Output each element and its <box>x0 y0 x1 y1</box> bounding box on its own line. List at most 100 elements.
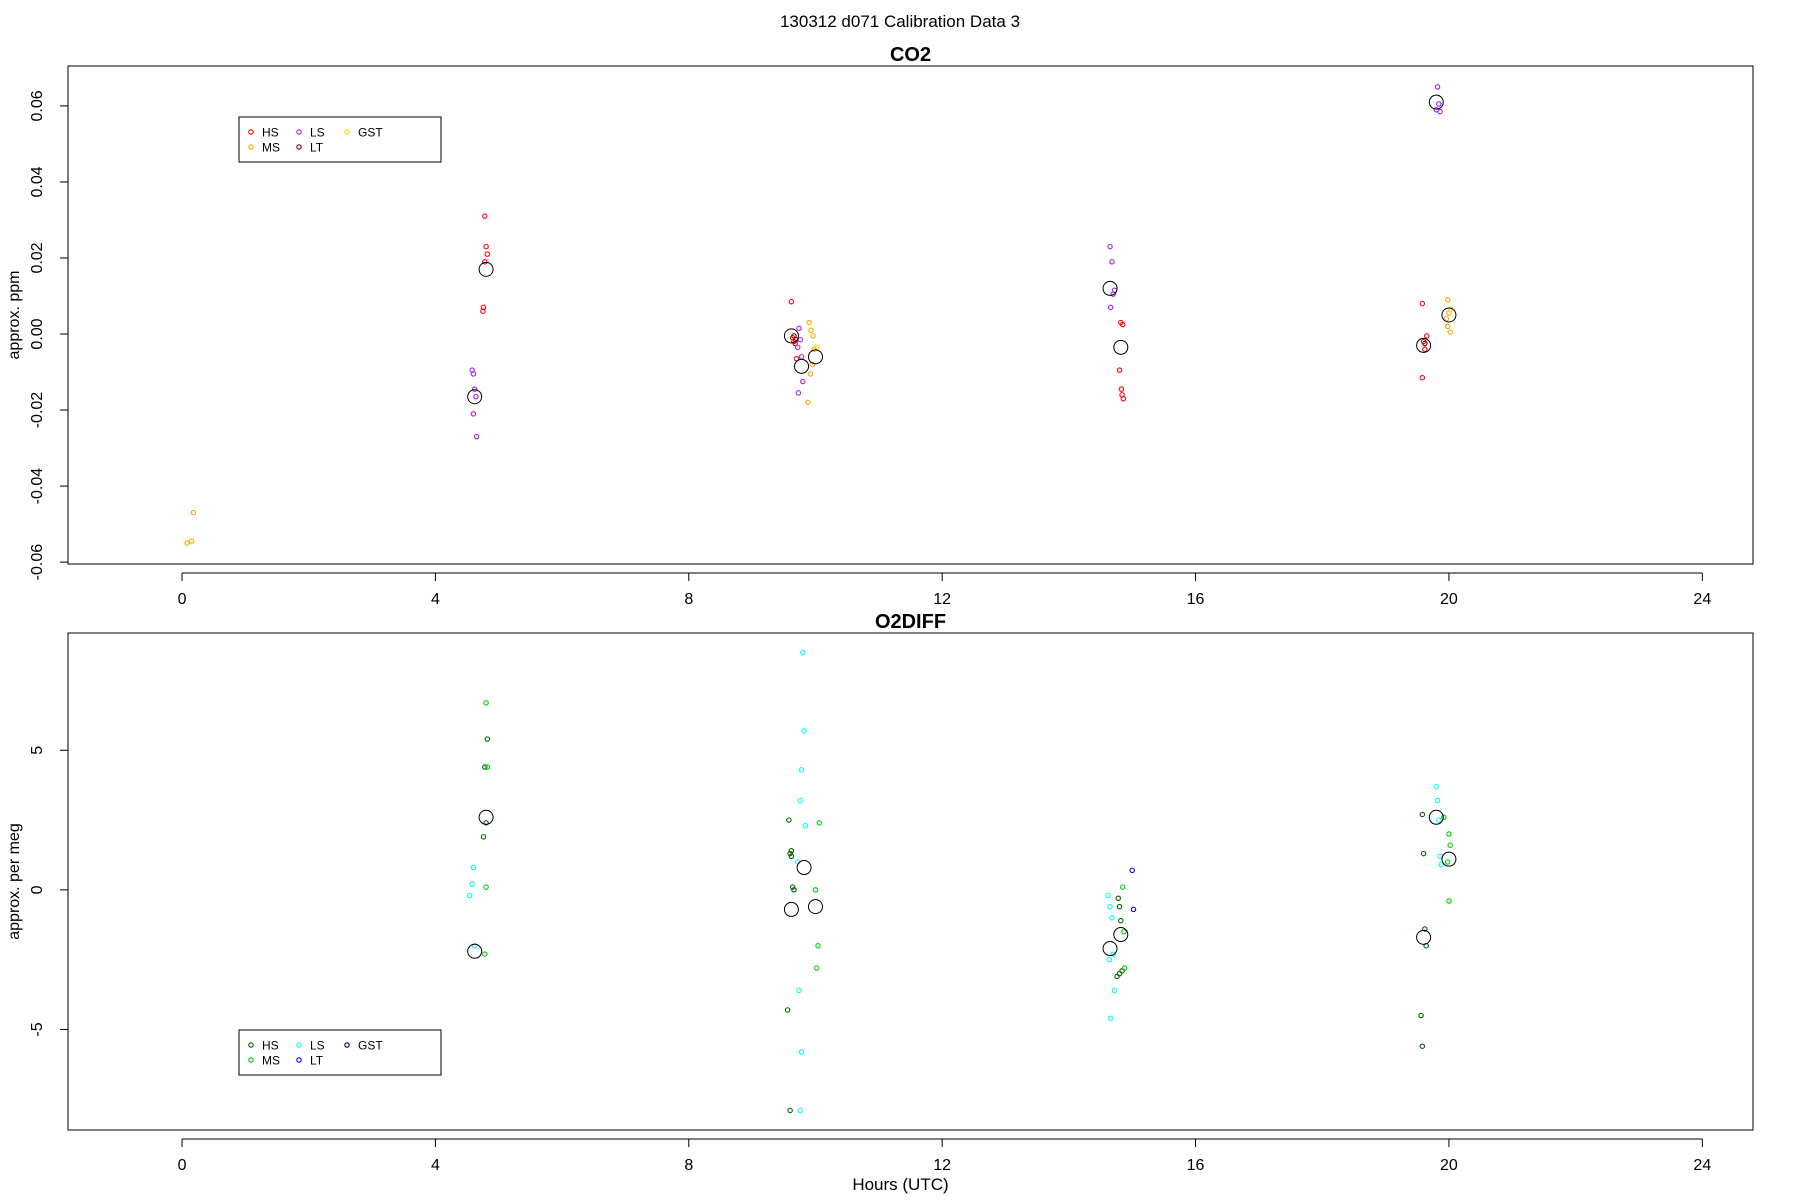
co2-point-hs <box>1118 386 1125 392</box>
co2-point-ms <box>808 327 814 333</box>
co2-series-ls <box>469 84 1443 440</box>
o2diff-series-mean <box>467 809 1457 959</box>
o2diff-point-ms <box>812 887 819 893</box>
o2diff-y-tick-label: 0 <box>29 885 46 894</box>
co2-y-axis-label: approx. ppm <box>6 271 23 360</box>
o2diff-legend-marker <box>248 1042 254 1048</box>
o2diff-y-axis: -5 0 5 approx. per meg <box>6 746 69 1037</box>
o2diff-mean-marker <box>1416 929 1432 945</box>
co2-point-hs <box>482 259 488 265</box>
co2-point-ls <box>797 336 804 343</box>
co2-legend-marker <box>296 129 302 135</box>
o2diff-point-ls <box>796 987 802 994</box>
o2diff-point-hs <box>1118 917 1124 924</box>
co2-point-hs <box>484 251 491 257</box>
o2diff-x-tick-label: 12 <box>933 1157 951 1174</box>
o2diff-x-tick-label: 8 <box>684 1157 693 1174</box>
co2-y-axis: -0.06 -0.04 -0.02 0.00 0.02 0.04 0.06 approx. p… <box>6 90 69 581</box>
co2-point-ls <box>473 393 479 400</box>
co2-series-ms <box>184 297 1453 546</box>
o2diff-point-ms <box>484 764 491 770</box>
co2-legend-box <box>238 116 442 163</box>
o2diff-point-hs <box>787 1107 793 1114</box>
o2diff-point-ls <box>801 727 807 734</box>
o2diff-point-hs <box>788 848 795 854</box>
o2diff-point-lt <box>1130 906 1137 913</box>
co2-point-ls <box>798 354 805 360</box>
co2-x-tick-label: 16 <box>1187 591 1205 608</box>
o2diff-point-ms <box>482 951 488 957</box>
o2diff-point-ls <box>466 892 473 899</box>
o2diff-point-hs <box>1422 926 1428 932</box>
o2diff-point-lt <box>1129 867 1135 874</box>
o2diff-point-ms <box>1444 859 1451 865</box>
o2diff-mean-marker <box>796 860 812 876</box>
co2-mean-marker <box>1416 337 1432 353</box>
co2-legend-marker <box>248 129 254 135</box>
co2-legend-label: HS <box>262 126 279 140</box>
co2-mean-marker <box>807 349 823 365</box>
o2diff-point-hs <box>483 820 489 826</box>
co2-point-ls <box>794 344 801 351</box>
o2diff-legend-label: MS <box>262 1054 280 1068</box>
o2diff-legend-label: LS <box>310 1039 325 1053</box>
o2diff-y-tick-label: -5 <box>29 1022 46 1036</box>
o2diff-point-ls <box>1438 861 1445 868</box>
o2diff-point-ls <box>471 942 478 949</box>
co2-mean-marker <box>794 358 810 374</box>
co2-mean-marker <box>467 389 483 405</box>
co2-chart-title: CO2 <box>890 44 931 66</box>
o2diff-point-hs <box>480 834 487 840</box>
co2-mean-marker <box>1441 307 1457 323</box>
o2diff-point-hs <box>788 853 795 860</box>
co2-point-ms <box>807 371 814 377</box>
o2diff-series-lt <box>1129 867 1137 913</box>
o2diff-point-hs <box>786 817 792 823</box>
co2-mean-marker <box>783 328 799 344</box>
o2diff-point-ms <box>813 965 820 971</box>
co2-x-tick-label: 4 <box>431 591 440 608</box>
o2diff-point-ls <box>1436 817 1442 823</box>
o2diff-mean-marker <box>1113 927 1129 943</box>
co2-point-hs <box>1120 395 1127 402</box>
co2-point-ms <box>809 361 816 368</box>
co2-legend-marker <box>248 144 254 150</box>
co2-series-mean <box>467 94 1457 405</box>
o2diff-point-ms <box>1446 831 1452 837</box>
o2diff-point-ms <box>816 820 823 826</box>
o2diff-x-tick-label: 0 <box>178 1157 187 1174</box>
o2diff-mean-marker <box>1102 941 1118 957</box>
co2-point-ls <box>470 411 477 417</box>
o2diff-point-ls <box>1107 903 1113 910</box>
o2diff-x-tick-label: 4 <box>431 1157 440 1174</box>
o2diff-chart-title: O2DIFF <box>875 611 946 633</box>
o2diff-legend-label: HS <box>262 1039 279 1053</box>
o2diff-point-ms <box>1447 842 1453 848</box>
o2diff-point-hs <box>1419 1043 1426 1049</box>
o2diff-point-ls <box>797 797 804 804</box>
o2diff-point-hs <box>1115 895 1122 902</box>
co2-point-hs <box>1119 321 1126 328</box>
o2diff-mean-marker <box>807 899 823 915</box>
co2-legend-marker <box>344 129 350 135</box>
co2-legend-label: LS <box>310 126 325 140</box>
o2diff-point-ms <box>1446 898 1452 904</box>
co2-point-ms <box>1444 323 1451 330</box>
co2-point-ms <box>184 540 190 546</box>
o2diff-panel: O2DIFF 0 4 8 12 16 20 24 Hours (UTC) -5 0 5 approx. … <box>6 611 1754 1194</box>
co2-point-ms <box>810 333 816 339</box>
o2diff-series-hs <box>480 736 1429 1114</box>
co2-y-tick-label: -0.04 <box>29 468 46 505</box>
co2-point-hs <box>1419 374 1426 381</box>
co2-point-hs <box>1116 367 1123 373</box>
co2-point-lt <box>1422 340 1428 347</box>
co2-point-ls <box>1436 101 1442 107</box>
co2-point-ms <box>188 538 195 544</box>
o2diff-y-tick-label: 5 <box>29 746 46 755</box>
o2diff-legend-marker <box>296 1057 302 1063</box>
co2-y-tick-label: -0.06 <box>29 544 46 581</box>
co2-legend-label: GST <box>358 126 383 140</box>
o2diff-point-ls <box>1433 783 1440 790</box>
co2-point-hs <box>1422 346 1428 352</box>
